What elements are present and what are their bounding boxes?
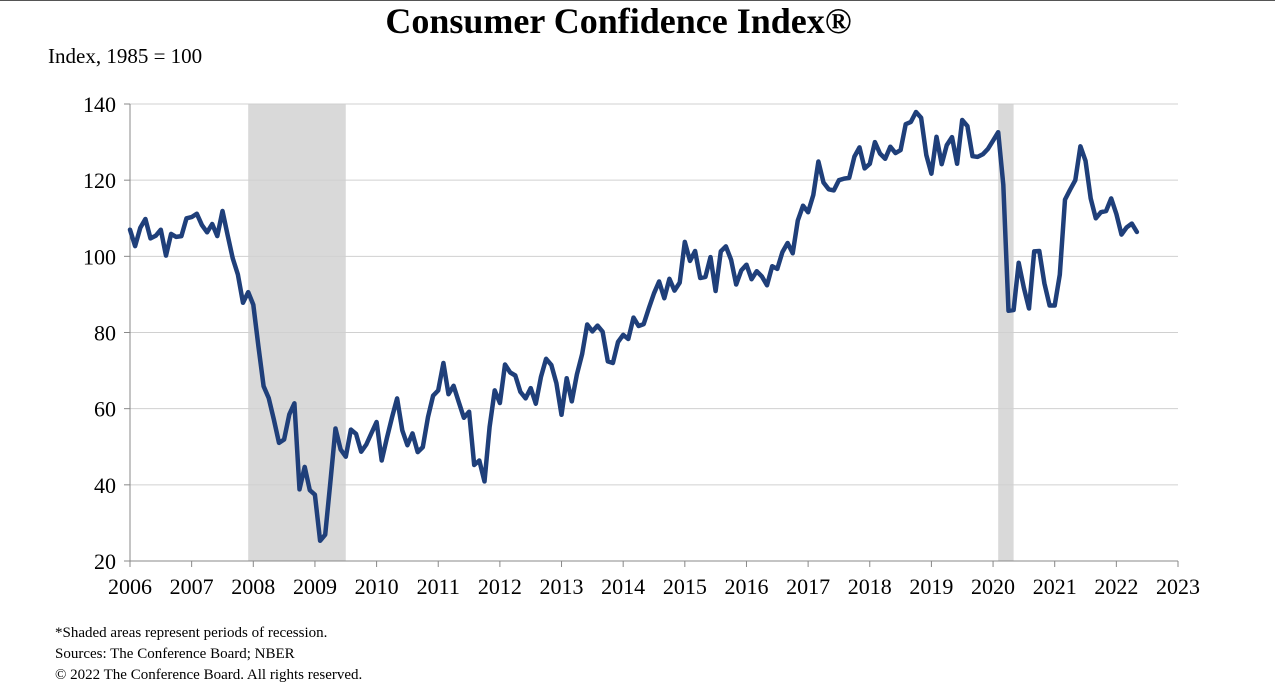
x-tick-label-2008: 2008: [231, 574, 275, 599]
y-tick-label-100: 100: [83, 244, 116, 269]
y-tick-label-40: 40: [94, 473, 116, 498]
axes-group: [124, 103, 1179, 567]
x-tick-label-2018: 2018: [848, 574, 892, 599]
y-tick-label-140: 140: [83, 92, 116, 117]
series-line-1: [127, 109, 1140, 544]
x-tick-label-2010: 2010: [355, 574, 399, 599]
tick-labels-group: 20 40 60 80 100 120 140 2006 2007 2008 2009 2010 201…: [83, 92, 1200, 599]
footnote-copyright: © 2022 The Conference Board. All rights …: [55, 667, 363, 683]
footnote-shading: *Shaded areas represent periods of reces…: [55, 625, 328, 641]
x-tick-label-2020: 2020: [971, 574, 1015, 599]
x-tick-label-2016: 2016: [724, 574, 768, 599]
x-tick-label-2007: 2007: [170, 574, 214, 599]
y-tick-label-20: 20: [94, 549, 116, 574]
x-tick-label-2014: 2014: [601, 574, 645, 599]
x-tick-label-2006: 2006: [108, 574, 152, 599]
y-axis-label: Index, 1985 = 100: [48, 44, 203, 68]
chart-title: Consumer Confidence Index®: [385, 1, 852, 41]
y-tick-label-60: 60: [94, 397, 116, 422]
top-border: [0, 0, 1275, 1]
x-tick-label-2012: 2012: [478, 574, 522, 599]
series-group: [127, 109, 1140, 544]
x-tick-label-2023: 2023: [1156, 574, 1200, 599]
x-tick-label-2017: 2017: [786, 574, 830, 599]
y-tick-label-120: 120: [83, 168, 116, 193]
gridlines-group: [130, 103, 1178, 486]
footnote-sources: Sources: The Conference Board; NBER: [55, 646, 295, 662]
x-tick-label-2021: 2021: [1033, 574, 1077, 599]
x-tick-label-2022: 2022: [1094, 574, 1138, 599]
x-tick-label-2011: 2011: [417, 574, 460, 599]
x-tick-label-2013: 2013: [540, 574, 584, 599]
x-tick-label-2009: 2009: [293, 574, 337, 599]
x-tick-label-2015: 2015: [663, 574, 707, 599]
x-tick-label-2019: 2019: [909, 574, 953, 599]
y-tick-label-80: 80: [94, 321, 116, 346]
